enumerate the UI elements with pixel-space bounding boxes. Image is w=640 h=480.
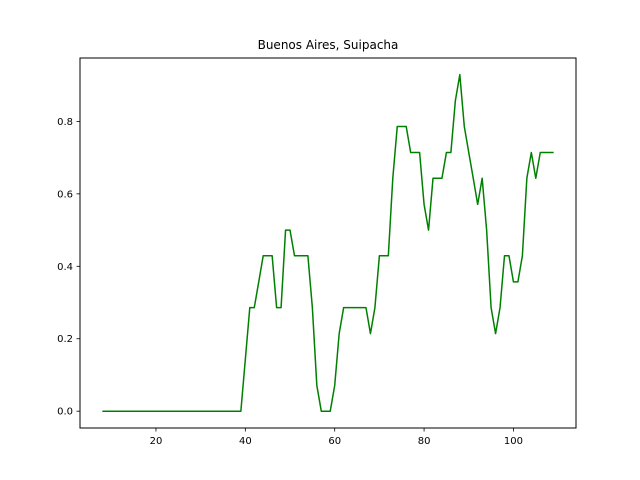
plot-area-frame [79, 57, 577, 429]
y-axis-ticks: 0.0 0.2 0.4 0.6 0.8 [57, 117, 80, 418]
x-axis-ticks: 20 40 60 80 100 [150, 428, 523, 447]
y-tick-label: 0.4 [57, 262, 73, 273]
y-tick-label: 0.6 [57, 189, 73, 200]
x-tick-label: 20 [150, 436, 163, 447]
x-tick-label: 100 [504, 436, 523, 447]
series-line [102, 73, 554, 412]
x-tick-label: 40 [239, 436, 252, 447]
series-group [102, 73, 554, 412]
x-tick-label: 80 [418, 436, 431, 447]
y-tick-label: 0.8 [57, 117, 73, 128]
x-tick-label: 60 [328, 436, 341, 447]
chart-title: Buenos Aires, Suipacha [258, 38, 399, 52]
y-tick-label: 0.0 [57, 407, 73, 418]
y-tick-label: 0.2 [57, 334, 73, 345]
